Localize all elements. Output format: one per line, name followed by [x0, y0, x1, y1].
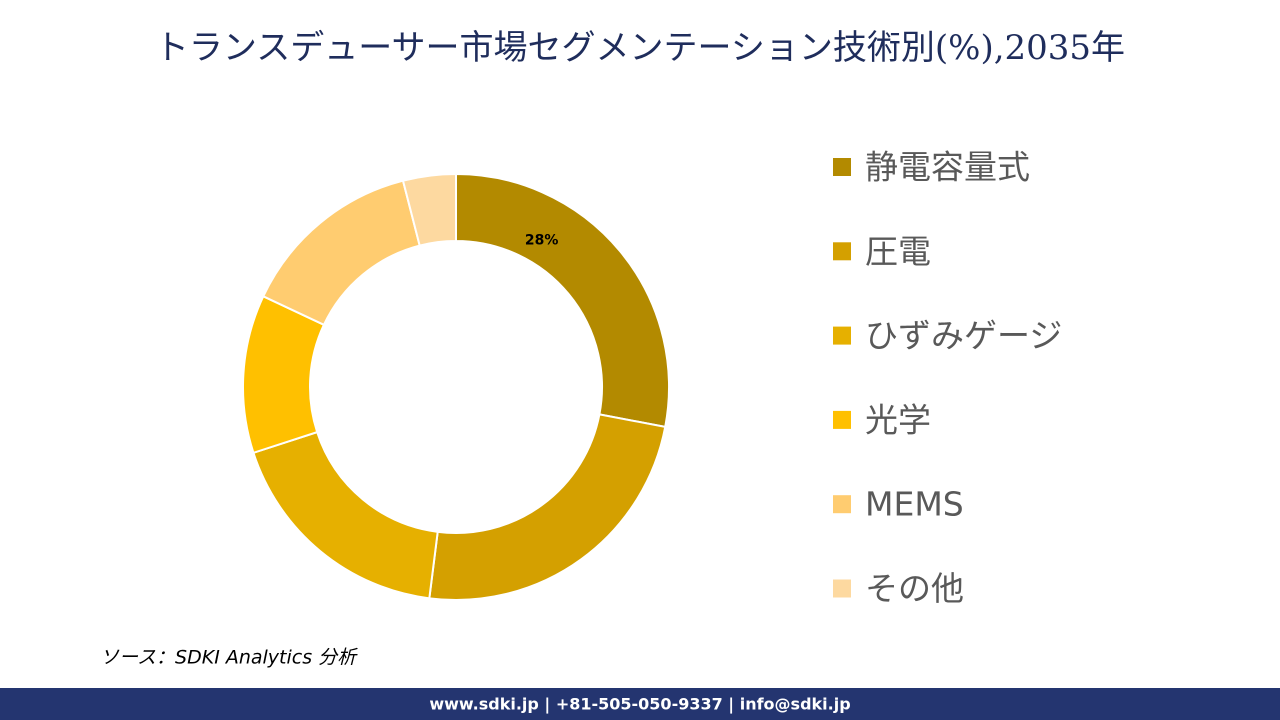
legend-swatch — [833, 158, 851, 176]
data-label: 28% — [525, 233, 559, 249]
footer-text: www.sdki.jp | +81-505-050-9337 | info@sd… — [429, 695, 850, 715]
donut-segment — [428, 413, 667, 601]
legend-swatch — [833, 579, 851, 598]
footer-bar — [0, 688, 1280, 720]
legend-label: ひずみゲージ — [865, 316, 1062, 355]
legend-swatch — [833, 410, 851, 429]
legend-label: その他 — [865, 569, 964, 608]
legend-swatch — [833, 495, 851, 514]
donut-segment — [261, 179, 421, 327]
legend-label: 光学 — [865, 400, 931, 439]
legend-swatch — [833, 242, 851, 261]
legend-label: 圧電 — [865, 232, 931, 271]
legend-label: 静電容量式 — [865, 148, 1030, 187]
legend-label: MEMS — [865, 485, 964, 524]
donut-segment — [252, 430, 439, 600]
source: ソース：SDKI Analytics 分析 — [100, 647, 358, 669]
donut-segment — [401, 172, 457, 247]
donut-segment — [455, 172, 670, 429]
chart-title: トランスデューサー市場セグメンテーション技術別(%),2035年 — [155, 28, 1125, 68]
legend-swatch — [833, 326, 851, 345]
